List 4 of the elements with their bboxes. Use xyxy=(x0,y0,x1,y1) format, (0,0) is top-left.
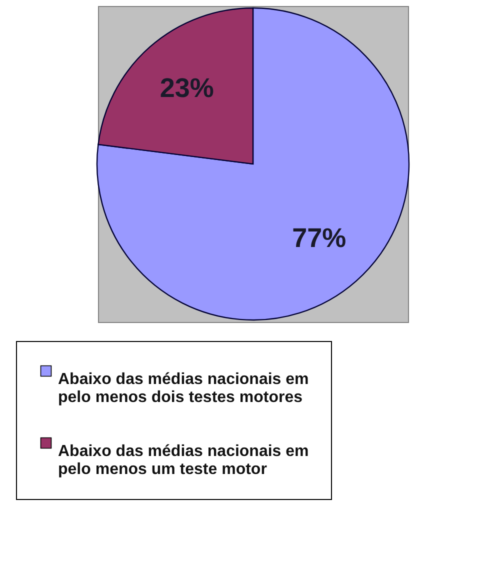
data-label: 23% xyxy=(160,72,214,103)
data-label: 77% xyxy=(292,223,346,254)
legend-label: Abaixo das médias nacionais em pelo menos um teste motor xyxy=(58,443,309,478)
legend-label: Abaixo das médias nacionais em pelo menos dois testes motores xyxy=(58,371,309,406)
